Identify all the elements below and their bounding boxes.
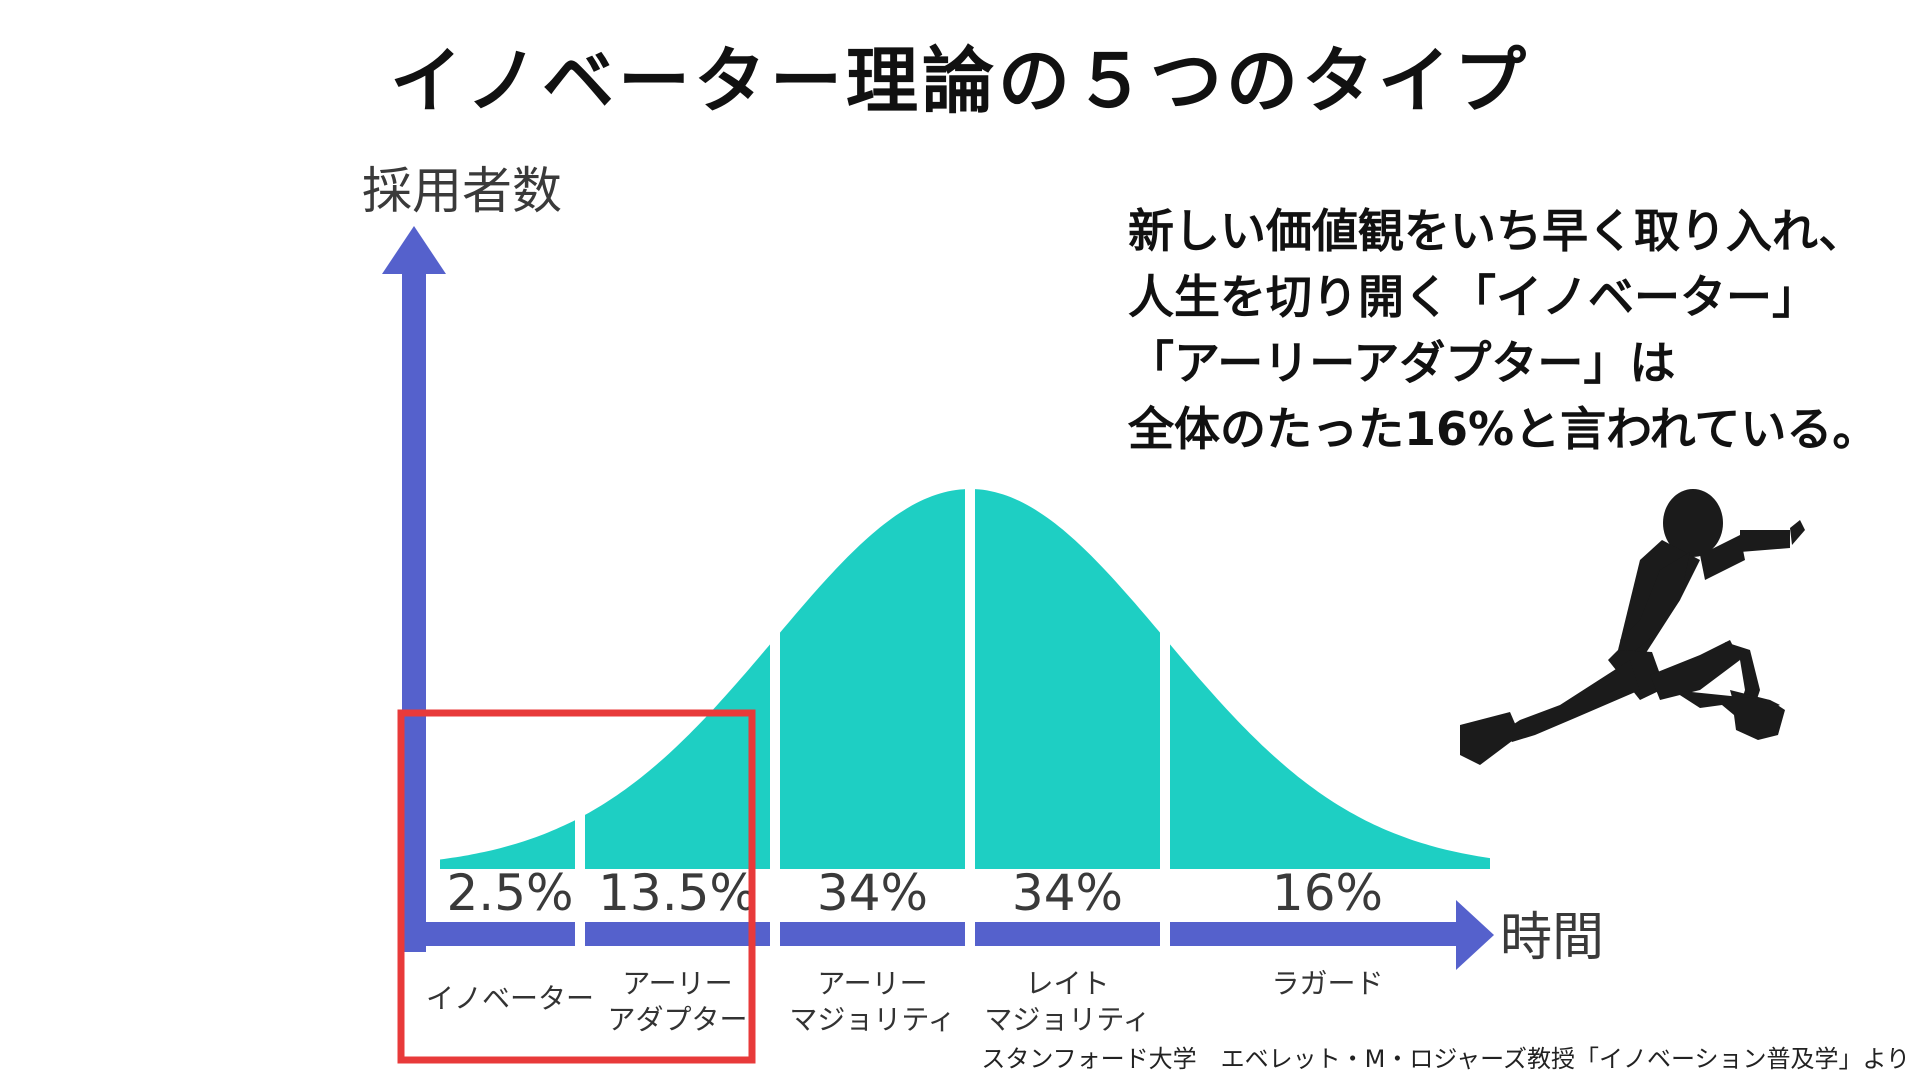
percent-label: 34% [817, 864, 928, 922]
callout-line: 新しい価値観をいち早く取り入れ、 [1128, 204, 1865, 258]
highlight-box [397, 709, 756, 1064]
category-label: イノベーター [426, 982, 594, 1015]
runner-silhouette-icon [1460, 489, 1805, 765]
category-label: アーリー [622, 967, 732, 1000]
axes: 採用者数 時間 [362, 162, 1604, 970]
curve-segment [1170, 644, 1490, 869]
y-axis-label: 採用者数 [362, 162, 562, 220]
percent-labels: 2.5% 13.5% 34% 34% 16% [446, 864, 1383, 922]
y-axis-arrowhead [382, 226, 446, 274]
percent-label: 13.5% [598, 864, 757, 922]
category-label: ラガード [1271, 967, 1383, 1000]
page-title: イノベーター理論の５つのタイプ [389, 39, 1530, 123]
percent-label: 2.5% [446, 864, 573, 922]
x-axis-segment [414, 922, 575, 946]
category-label: レイト [1025, 967, 1109, 1000]
category-label: アダプター [607, 1003, 747, 1036]
curve-segment [975, 489, 1160, 869]
x-axis-arrowhead [1456, 900, 1494, 970]
x-axis-segment [975, 922, 1160, 946]
callout-line: 「アーリーアダプター」は [1128, 336, 1676, 390]
callout-line: 人生を切り開く「イノベーター」 [1128, 270, 1818, 324]
x-axis-segment [1170, 922, 1458, 946]
callout-text: 新しい価値観をいち早く取り入れ、 人生を切り開く「イノベーター」 「アーリーアダ… [1128, 198, 1878, 462]
category-label: マジョリティ [984, 1003, 1150, 1036]
category-label: アーリー [817, 967, 927, 1000]
curve-segment [585, 644, 770, 869]
x-axis-segment [585, 922, 770, 946]
percent-label: 34% [1012, 864, 1123, 922]
curve-segments [440, 489, 1490, 869]
x-axis-segment [780, 922, 965, 946]
curve-segment [780, 489, 965, 869]
source-caption: スタンフォード大学 エベレット・M・ロジャーズ教授「イノベーション普及学」より [981, 1045, 1910, 1073]
category-label: マジョリティ [789, 1003, 955, 1036]
y-axis-line [402, 270, 426, 952]
curve-segment [440, 820, 575, 869]
percent-label: 16% [1272, 864, 1383, 922]
x-axis-label: 時間 [1500, 908, 1604, 968]
x-axis-segments [414, 922, 1458, 946]
callout-line: 全体のたった16%と言われている。 [1128, 402, 1879, 456]
